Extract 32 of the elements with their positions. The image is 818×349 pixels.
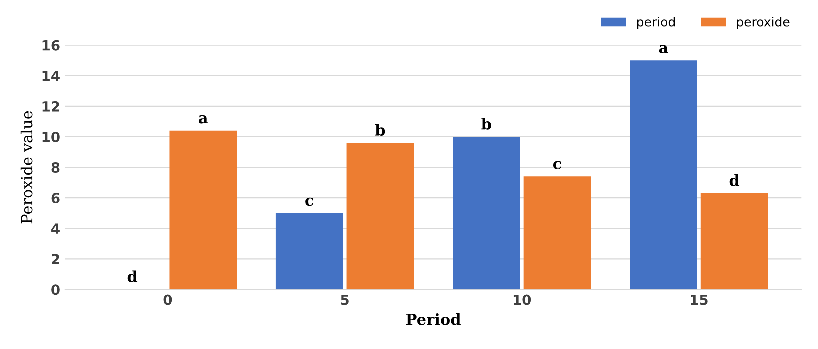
- x-axis-title: Period: [406, 314, 461, 326]
- y-tick-label: 10: [42, 132, 60, 142]
- y-tick-label: 6: [52, 193, 60, 204]
- y-tick-label: 16: [42, 40, 60, 51]
- bar: [524, 176, 592, 290]
- annotation: a: [199, 115, 208, 124]
- x-tick-label: 5: [341, 294, 349, 306]
- x-tick-label: 10: [514, 294, 532, 306]
- legend-label: peroxide: [737, 17, 790, 30]
- y-tick-label: 0: [52, 284, 60, 296]
- annotation: b: [482, 118, 492, 130]
- annotation: d: [128, 270, 138, 283]
- bar: [346, 143, 414, 290]
- bar: [170, 130, 238, 290]
- bar: [276, 213, 344, 290]
- y-axis-title: Peroxide value: [20, 111, 33, 224]
- y-tick-label: 14: [42, 71, 60, 82]
- x-tick-label: 15: [691, 294, 708, 306]
- bar: [700, 193, 768, 290]
- y-tick-label: 2: [52, 254, 60, 264]
- y-tick-label: 4: [52, 224, 60, 234]
- annotation: b: [375, 124, 386, 136]
- annotation: c: [306, 198, 314, 206]
- annotation: c: [553, 161, 562, 170]
- legend-label: period: [637, 17, 676, 30]
- bar: [630, 60, 698, 290]
- annotation: d: [730, 174, 740, 186]
- y-tick-label: 12: [42, 101, 60, 112]
- y-tick-label: 8: [52, 162, 60, 173]
- bar: [453, 136, 520, 290]
- annotation: a: [659, 45, 668, 54]
- x-tick-label: 0: [164, 294, 172, 306]
